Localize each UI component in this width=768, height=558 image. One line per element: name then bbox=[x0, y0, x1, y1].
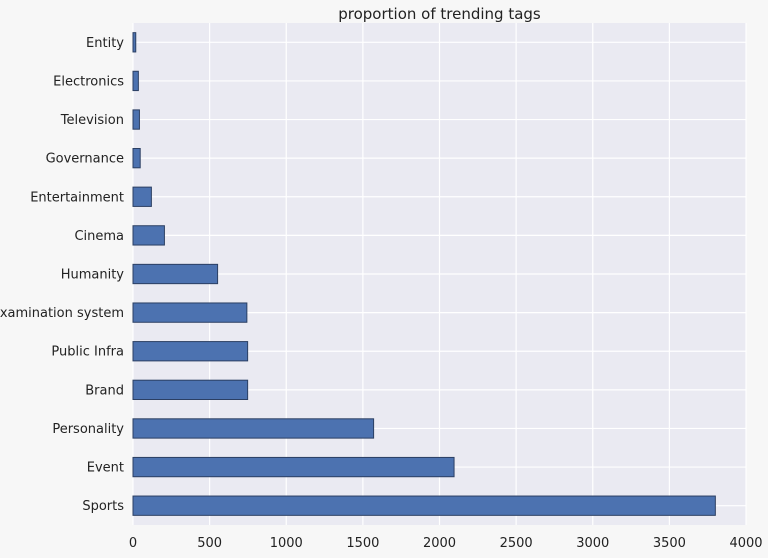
bar-public-infra bbox=[132, 341, 249, 362]
x-tick-label: 2000 bbox=[423, 536, 456, 551]
x-tick-label: 3500 bbox=[653, 536, 686, 551]
bar-brand bbox=[132, 379, 249, 401]
y-tick-label: Television bbox=[60, 113, 124, 128]
y-tick-label: Entity bbox=[86, 36, 124, 51]
x-tick-label: 500 bbox=[197, 536, 222, 551]
chart-title: proportion of trending tags bbox=[338, 5, 541, 23]
bar-event bbox=[132, 456, 455, 478]
bar-humanity bbox=[132, 263, 219, 285]
x-tick-label: 1500 bbox=[346, 536, 379, 551]
bar-entity bbox=[132, 32, 137, 53]
bar-examination-system bbox=[132, 302, 248, 323]
y-tick-label: Personality bbox=[52, 422, 124, 437]
y-tick-labels: Sports Event Personality Brand Public Infra E… bbox=[0, 36, 124, 514]
bars bbox=[132, 32, 716, 516]
y-tick-label: Sports bbox=[82, 499, 124, 514]
bar-television bbox=[132, 109, 140, 130]
y-tick-label: Humanity bbox=[61, 268, 125, 283]
y-tick-label: Cinema bbox=[74, 229, 124, 244]
x-tick-label: 0 bbox=[129, 536, 137, 551]
x-tick-label: 2500 bbox=[500, 536, 533, 551]
x-tick-label: 4000 bbox=[729, 536, 762, 551]
y-tick-label: Electronics bbox=[53, 74, 124, 89]
bar-entertainment bbox=[132, 186, 152, 207]
bar-cinema bbox=[132, 225, 165, 246]
bar-electronics bbox=[132, 70, 139, 92]
bar-governance bbox=[132, 148, 141, 169]
y-tick-label: Examination system bbox=[0, 306, 124, 321]
x-tick-label: 1000 bbox=[270, 536, 303, 551]
y-tick-label: Public Infra bbox=[51, 345, 124, 360]
x-tick-labels: 0 500 1000 1500 2000 2500 3000 3500 4000 bbox=[129, 536, 763, 551]
x-tick-label: 3000 bbox=[576, 536, 609, 551]
bar-sports bbox=[132, 495, 716, 516]
y-tick-label: Entertainment bbox=[30, 190, 124, 205]
y-tick-label: Governance bbox=[46, 152, 124, 167]
bar-personality bbox=[132, 418, 375, 439]
y-tick-label: Event bbox=[87, 461, 124, 476]
y-tick-label: Brand bbox=[85, 383, 124, 398]
